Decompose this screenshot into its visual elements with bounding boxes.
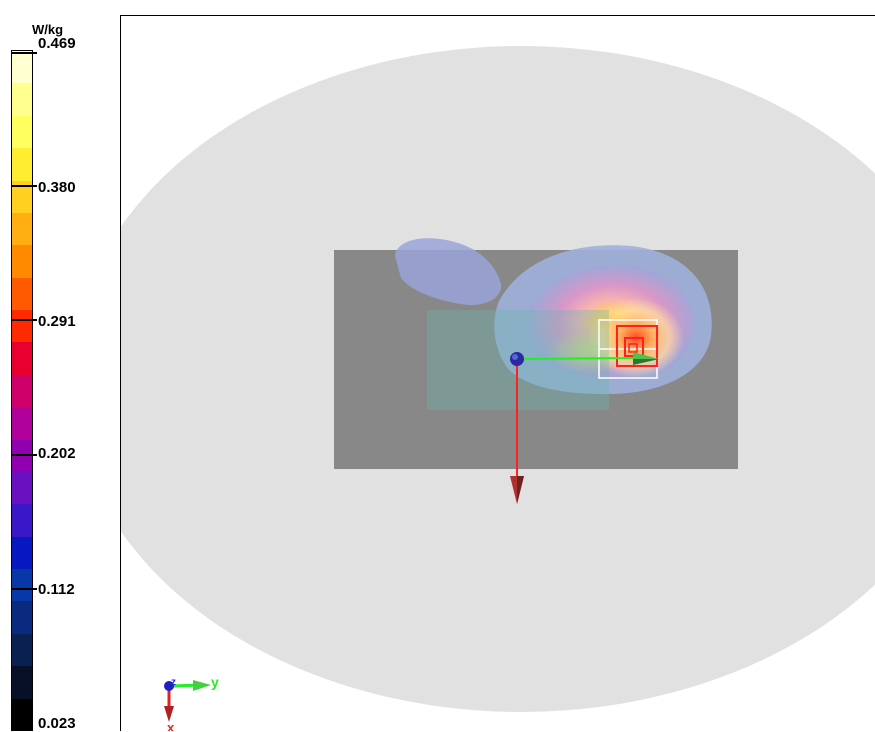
legend-tick-4: [11, 588, 37, 590]
colorbar-segment: [12, 83, 32, 116]
colorbar-segment: [12, 407, 32, 440]
legend-tick-label-1: 0.380: [38, 179, 76, 196]
colorbar-segment: [12, 342, 32, 375]
colorbar-segment: [12, 148, 32, 181]
colorbar-segment: [12, 698, 32, 731]
colorbar-segment: [12, 277, 32, 310]
colorbar-segment: [12, 115, 32, 149]
colorbar-segment: [12, 666, 32, 699]
x-axis-label: x: [167, 720, 175, 731]
colorbar-segment: [12, 633, 32, 667]
scene-svg: y x z: [121, 46, 875, 731]
colorbar-segment: [12, 471, 32, 505]
y-axis-label: y: [211, 674, 219, 690]
z-axis-label: z: [171, 677, 176, 688]
colorbar-segment: [12, 212, 32, 246]
legend-tick-1: [11, 185, 37, 187]
legend-tick-label-4: 0.112: [38, 581, 75, 598]
legend-tick-label-3: 0.202: [38, 445, 76, 462]
colorbar-segment: [12, 51, 32, 84]
color-legend: W/kg 0.469 0.380 0.291 0.202 0.112 0.023: [0, 0, 118, 732]
device-axes: [510, 352, 659, 504]
colorbar: [11, 50, 33, 731]
colorbar-segment: [12, 504, 32, 537]
colorbar-segment: [12, 601, 32, 634]
colorbar-segment: [12, 310, 32, 343]
legend-tick-2: [11, 319, 37, 321]
legend-tick-3: [11, 454, 37, 456]
legend-tick-label-0: 0.469: [38, 35, 76, 52]
legend-tick-0: [11, 52, 37, 54]
colorbar-segment: [12, 536, 32, 569]
legend-unit-label: W/kg: [32, 22, 64, 37]
legend-tick-label-5: 0.023: [38, 715, 76, 732]
orientation-triad: y x z: [164, 674, 219, 731]
colorbar-segment: [12, 245, 32, 278]
legend-tick-label-2: 0.291: [38, 313, 76, 330]
colorbar-segment: [12, 374, 32, 408]
colorbar-segment: [12, 569, 32, 602]
sar-3d-viewport[interactable]: y x z: [120, 15, 875, 731]
colorbar-segment: [12, 180, 32, 213]
measurement-boxes: [598, 319, 658, 379]
